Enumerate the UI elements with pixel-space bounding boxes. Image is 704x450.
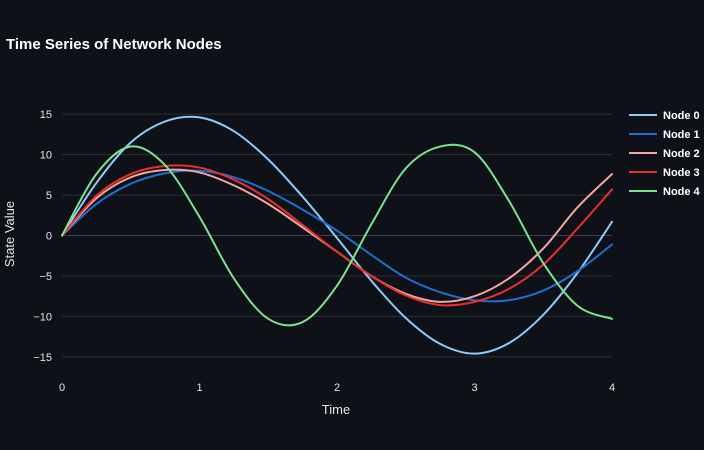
series-line-node-1[interactable] <box>61 169 613 303</box>
series-line-node-0[interactable] <box>61 115 613 355</box>
legend-item-node-3[interactable]: Node 3 <box>629 167 700 179</box>
legend-item-node-0[interactable]: Node 0 <box>629 110 700 122</box>
x-tick-label: 2 <box>334 382 340 394</box>
y-tick-label: 5 <box>46 190 52 202</box>
series-lines <box>61 115 613 355</box>
y-axis-ticks: 15 10 5 0 −5 −10 −15 <box>33 109 52 364</box>
x-tick-label: 4 <box>609 382 615 394</box>
x-axis-ticks: 0 1 2 3 4 <box>59 382 615 394</box>
y-axis-title: State Value <box>2 201 17 267</box>
legend-label: Node 0 <box>663 110 700 122</box>
legend-label: Node 4 <box>663 186 701 198</box>
legend-label: Node 1 <box>663 129 700 141</box>
series-line-node-3[interactable] <box>61 164 613 307</box>
legend-item-node-1[interactable]: Node 1 <box>629 129 700 141</box>
y-tick-label: −15 <box>33 352 52 364</box>
legend[interactable]: Node 0 Node 1 Node 2 Node 3 Node 4 <box>629 110 701 198</box>
y-tick-label: 0 <box>46 231 52 243</box>
legend-label: Node 2 <box>663 148 700 160</box>
y-tick-label: −10 <box>33 311 52 323</box>
y-tick-label: −5 <box>39 271 52 283</box>
x-tick-label: 3 <box>471 382 477 394</box>
legend-label: Node 3 <box>663 167 700 179</box>
grid-lines <box>62 113 612 358</box>
x-tick-label: 1 <box>196 382 202 394</box>
series-line-node-4[interactable] <box>61 143 613 327</box>
legend-item-node-2[interactable]: Node 2 <box>629 148 700 160</box>
y-tick-label: 15 <box>40 109 52 121</box>
legend-item-node-4[interactable]: Node 4 <box>629 186 701 198</box>
x-axis-title: Time <box>322 402 350 417</box>
y-tick-label: 10 <box>40 150 52 162</box>
chart-title: Time Series of Network Nodes <box>6 36 222 53</box>
x-tick-label: 0 <box>59 382 65 394</box>
